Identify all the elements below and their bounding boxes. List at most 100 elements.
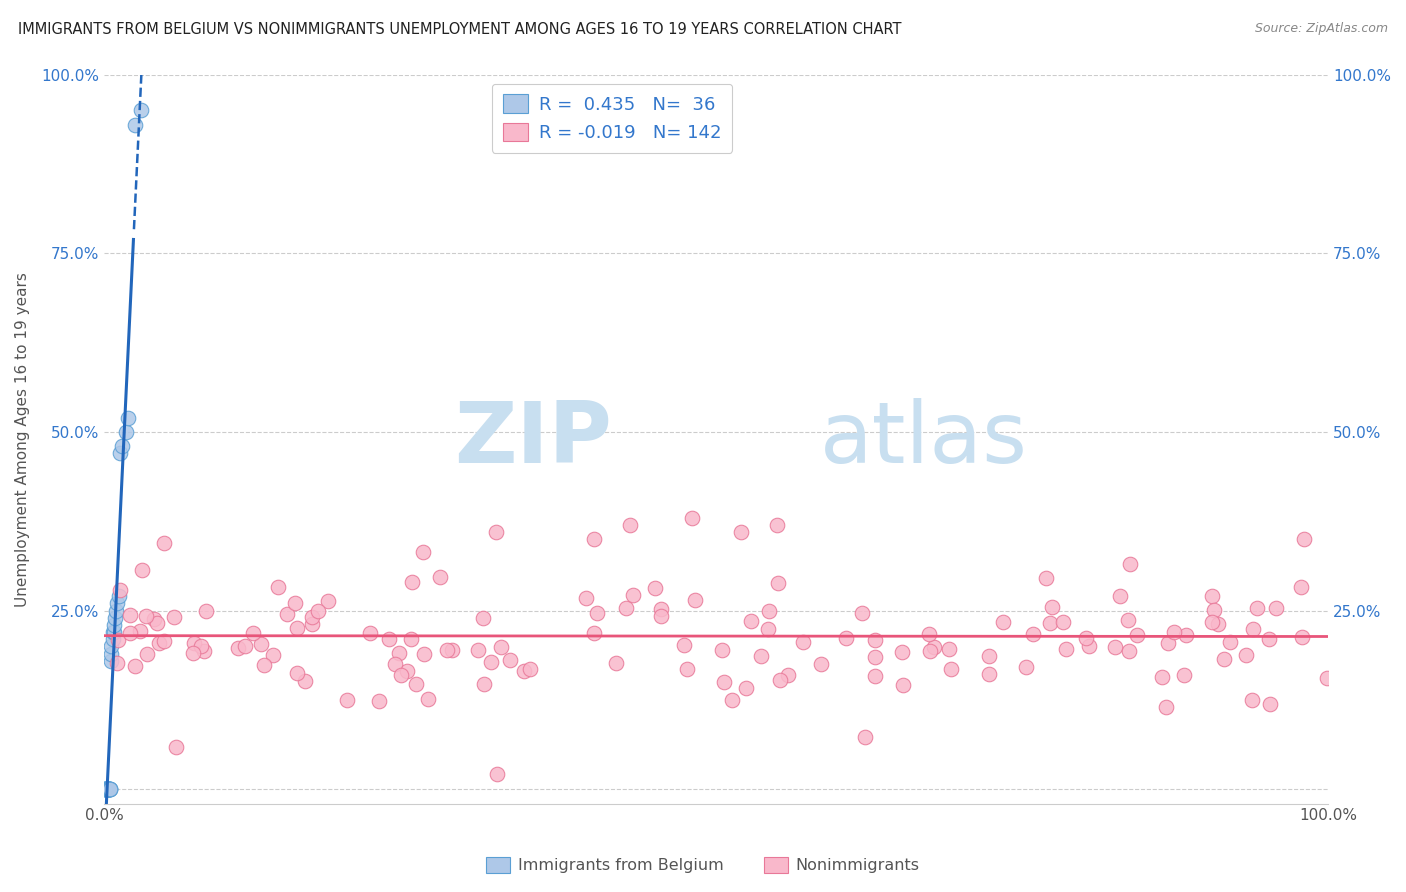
Point	[1201, 615, 1223, 629]
Point	[242, 626, 264, 640]
Point	[918, 626, 941, 640]
Point	[519, 662, 541, 676]
Point	[979, 667, 1001, 681]
Point	[851, 607, 873, 621]
Point	[396, 664, 419, 678]
Point	[190, 640, 212, 654]
Point	[740, 614, 762, 628]
Point	[96, 782, 118, 797]
Point	[97, 782, 120, 797]
Point	[153, 634, 176, 648]
Point	[165, 739, 187, 754]
Point	[94, 782, 117, 797]
Point	[307, 604, 329, 618]
Legend: Immigrants from Belgium, Nonimmigrants: Immigrants from Belgium, Nonimmigrants	[479, 850, 927, 880]
Point	[94, 782, 117, 797]
Point	[1219, 635, 1241, 649]
Point	[1022, 627, 1045, 641]
Point	[621, 588, 644, 602]
Point	[1054, 642, 1077, 657]
Point	[181, 646, 204, 660]
Point	[97, 782, 120, 797]
Point	[101, 632, 124, 647]
Point	[108, 583, 131, 598]
Point	[107, 590, 129, 604]
Text: ZIP: ZIP	[454, 398, 612, 481]
Point	[1291, 630, 1313, 644]
Point	[1202, 603, 1225, 617]
Point	[124, 118, 146, 132]
Point	[683, 593, 706, 607]
Point	[472, 611, 495, 625]
Point	[294, 673, 316, 688]
Point	[938, 641, 960, 656]
Point	[1116, 613, 1139, 627]
Point	[479, 655, 502, 669]
Point	[97, 782, 120, 797]
Point	[778, 668, 800, 682]
Point	[301, 609, 323, 624]
Text: IMMIGRANTS FROM BELGIUM VS NONIMMIGRANTS UNEMPLOYMENT AMONG AGES 16 TO 19 YEARS : IMMIGRANTS FROM BELGIUM VS NONIMMIGRANTS…	[18, 22, 901, 37]
Point	[512, 664, 534, 678]
Point	[129, 103, 152, 118]
Point	[472, 677, 495, 691]
Point	[285, 665, 308, 680]
Point	[128, 624, 150, 638]
Point	[316, 594, 339, 608]
Point	[253, 657, 276, 672]
Point	[97, 782, 120, 797]
Point	[1206, 617, 1229, 632]
Point	[1213, 652, 1236, 666]
Point	[284, 596, 307, 610]
Point	[922, 640, 945, 654]
Point	[1258, 698, 1281, 712]
Point	[614, 600, 637, 615]
Point	[193, 644, 215, 658]
Point	[429, 570, 451, 584]
Point	[768, 576, 790, 591]
Point	[262, 648, 284, 663]
Point	[863, 669, 886, 683]
Point	[756, 622, 779, 636]
Point	[766, 517, 789, 532]
Point	[1039, 616, 1062, 631]
Point	[735, 681, 758, 696]
Point	[792, 635, 814, 649]
Point	[146, 615, 169, 630]
Point	[1104, 640, 1126, 654]
Point	[1246, 600, 1268, 615]
Point	[619, 517, 641, 532]
Point	[115, 425, 138, 439]
Point	[485, 524, 508, 539]
Point	[94, 782, 117, 797]
Point	[96, 782, 118, 797]
Point	[285, 621, 308, 635]
Point	[644, 581, 666, 595]
Point	[276, 607, 298, 621]
Point	[301, 616, 323, 631]
Point	[711, 643, 734, 657]
Point	[418, 692, 440, 706]
Point	[98, 782, 121, 797]
Point	[97, 782, 120, 797]
Point	[918, 644, 941, 658]
Point	[1040, 599, 1063, 614]
Point	[136, 648, 159, 662]
Point	[105, 657, 128, 671]
Point	[758, 604, 780, 618]
Point	[384, 657, 406, 671]
Point	[100, 654, 122, 668]
Y-axis label: Unemployment Among Ages 16 to 19 years: Unemployment Among Ages 16 to 19 years	[15, 272, 30, 607]
Point	[650, 602, 672, 616]
Point	[1234, 648, 1257, 662]
Point	[853, 730, 876, 744]
Point	[413, 648, 436, 662]
Point	[97, 782, 120, 797]
Point	[153, 536, 176, 550]
Point	[97, 782, 120, 797]
Point	[489, 640, 512, 654]
Point	[436, 643, 458, 657]
Point	[1241, 623, 1264, 637]
Point	[405, 676, 427, 690]
Point	[810, 657, 832, 671]
